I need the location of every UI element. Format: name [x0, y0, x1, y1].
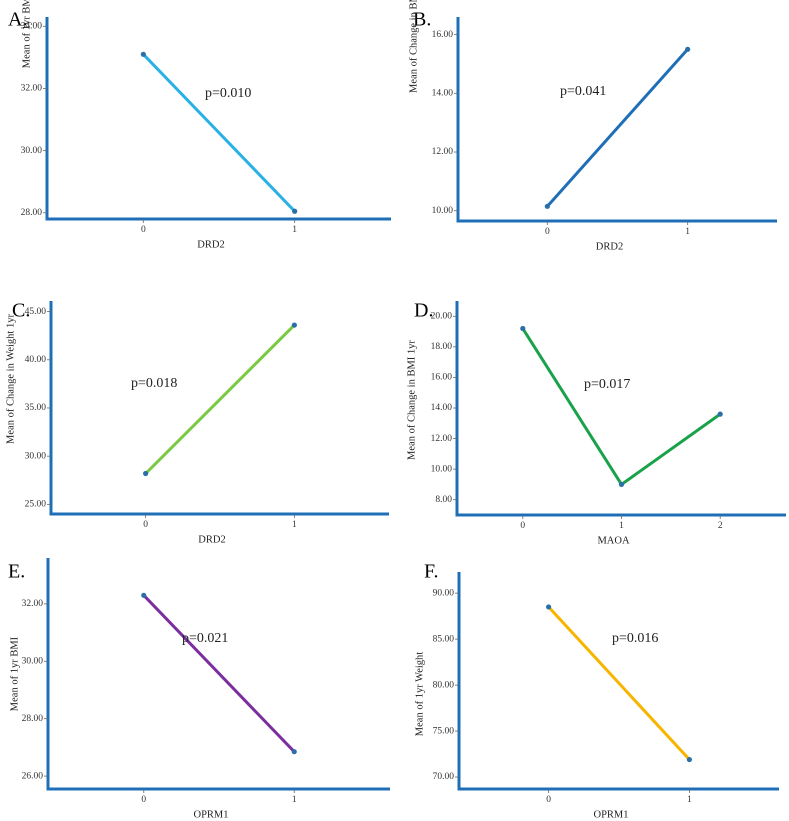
data-point: [618, 481, 625, 488]
y-axis-title: Mean of Change in BMI 1yr: [406, 340, 417, 460]
x-tick-label: 1: [292, 795, 297, 805]
panel-label: B.: [413, 9, 431, 31]
y-tick-label: 20.00: [431, 311, 453, 321]
axis-lines: [45, 17, 391, 221]
y-axis-title: Mean of 1yr Weight: [414, 652, 425, 736]
y-tick-label: 32.00: [21, 84, 43, 94]
y-axis-title: Mean of 1yr BMI: [21, 0, 32, 68]
panel-label: F.: [424, 561, 439, 583]
y-tick-label: 14.00: [431, 403, 453, 413]
y-tick-label: 32.00: [22, 599, 44, 609]
x-tick-label: 1: [292, 520, 297, 530]
y-tick-label: 18.00: [431, 342, 453, 352]
axis-lines: [46, 558, 390, 791]
x-tick-label: 1: [619, 521, 624, 531]
panel-label: A.: [8, 9, 27, 31]
y-tick-label: 30.00: [22, 656, 44, 666]
series-line: [142, 593, 296, 754]
y-tick-label: 10.00: [431, 464, 453, 474]
y-tick-label: 12.00: [432, 147, 454, 157]
y-axis-title: Mean of Change in Weight 1yr: [5, 314, 16, 444]
p-value-annotation: p=0.021: [182, 631, 228, 646]
series-line: [141, 52, 297, 213]
x-tick-label: 2: [718, 521, 723, 531]
data-point: [686, 756, 693, 763]
data-point: [141, 592, 147, 598]
axis-lines: [457, 572, 779, 791]
p-value-annotation: p=0.010: [205, 86, 251, 101]
y-tick-label: 30.00: [21, 146, 43, 156]
x-tick-label: 1: [687, 795, 692, 805]
x-tick-label: 0: [520, 521, 525, 531]
x-axis-title: DRD2: [198, 534, 225, 545]
data-point: [292, 208, 298, 214]
panel-label: E.: [8, 561, 25, 583]
p-value-annotation: p=0.016: [612, 631, 658, 646]
y-tick-label: 14.00: [432, 89, 454, 99]
y-tick-label: 25.00: [25, 500, 47, 510]
y-tick-label: 80.00: [433, 680, 455, 690]
data-point: [546, 604, 552, 610]
series-line: [144, 323, 296, 476]
y-tick-label: 16.00: [431, 373, 453, 383]
y-tick-label: 8.00: [435, 495, 452, 505]
x-axis-title: MAOA: [597, 535, 630, 546]
x-tick-label: 0: [141, 795, 146, 805]
x-tick-label: 0: [141, 225, 146, 235]
data-point: [140, 51, 146, 57]
axis-lines: [49, 301, 389, 516]
y-tick-label: 70.00: [433, 772, 455, 782]
x-axis-title: DRD2: [596, 241, 623, 252]
y-tick-label: 45.00: [25, 307, 47, 317]
y-tick-label: 40.00: [25, 355, 47, 365]
data-point: [291, 322, 297, 328]
x-tick-label: 0: [546, 795, 551, 805]
x-axis-title: OPRM1: [193, 809, 228, 820]
p-value-annotation: p=0.041: [560, 84, 606, 99]
panel-label: D.: [414, 300, 433, 322]
y-tick-label: 26.00: [22, 771, 44, 781]
x-tick-label: 0: [545, 227, 550, 237]
y-tick-label: 30.00: [25, 451, 47, 461]
y-tick-label: 34.00: [21, 22, 43, 32]
series-line: [545, 47, 690, 208]
data-point: [717, 411, 723, 417]
y-tick-label: 12.00: [431, 434, 453, 444]
y-axis-title: Mean of 1yr BMI: [9, 636, 20, 711]
y-tick-label: 16.00: [432, 30, 454, 40]
axis-lines: [455, 301, 786, 517]
y-tick-label: 85.00: [433, 634, 455, 644]
y-tick-label: 75.00: [433, 726, 455, 736]
axis-lines: [456, 17, 777, 223]
x-tick-label: 1: [685, 227, 690, 237]
x-axis-title: DRD2: [197, 239, 224, 250]
x-tick-label: 1: [292, 225, 297, 235]
data-point: [143, 470, 149, 477]
data-point: [685, 46, 691, 52]
y-tick-label: 90.00: [433, 588, 455, 598]
panel-label: C.: [12, 300, 30, 322]
data-point: [520, 325, 526, 332]
p-value-annotation: p=0.018: [131, 376, 177, 391]
series-line: [547, 605, 691, 762]
series-line: [521, 327, 722, 486]
y-tick-label: 28.00: [22, 714, 44, 724]
y-axis-title: Mean of Change in BMI 1yr: [408, 0, 419, 93]
x-tick-label: 0: [143, 520, 148, 530]
p-value-annotation: p=0.017: [584, 377, 630, 392]
y-tick-label: 10.00: [432, 206, 454, 216]
data-point: [291, 749, 297, 755]
y-tick-label: 35.00: [25, 403, 47, 413]
data-point: [544, 203, 550, 209]
y-tick-label: 28.00: [21, 208, 43, 218]
x-axis-title: OPRM1: [593, 809, 628, 820]
